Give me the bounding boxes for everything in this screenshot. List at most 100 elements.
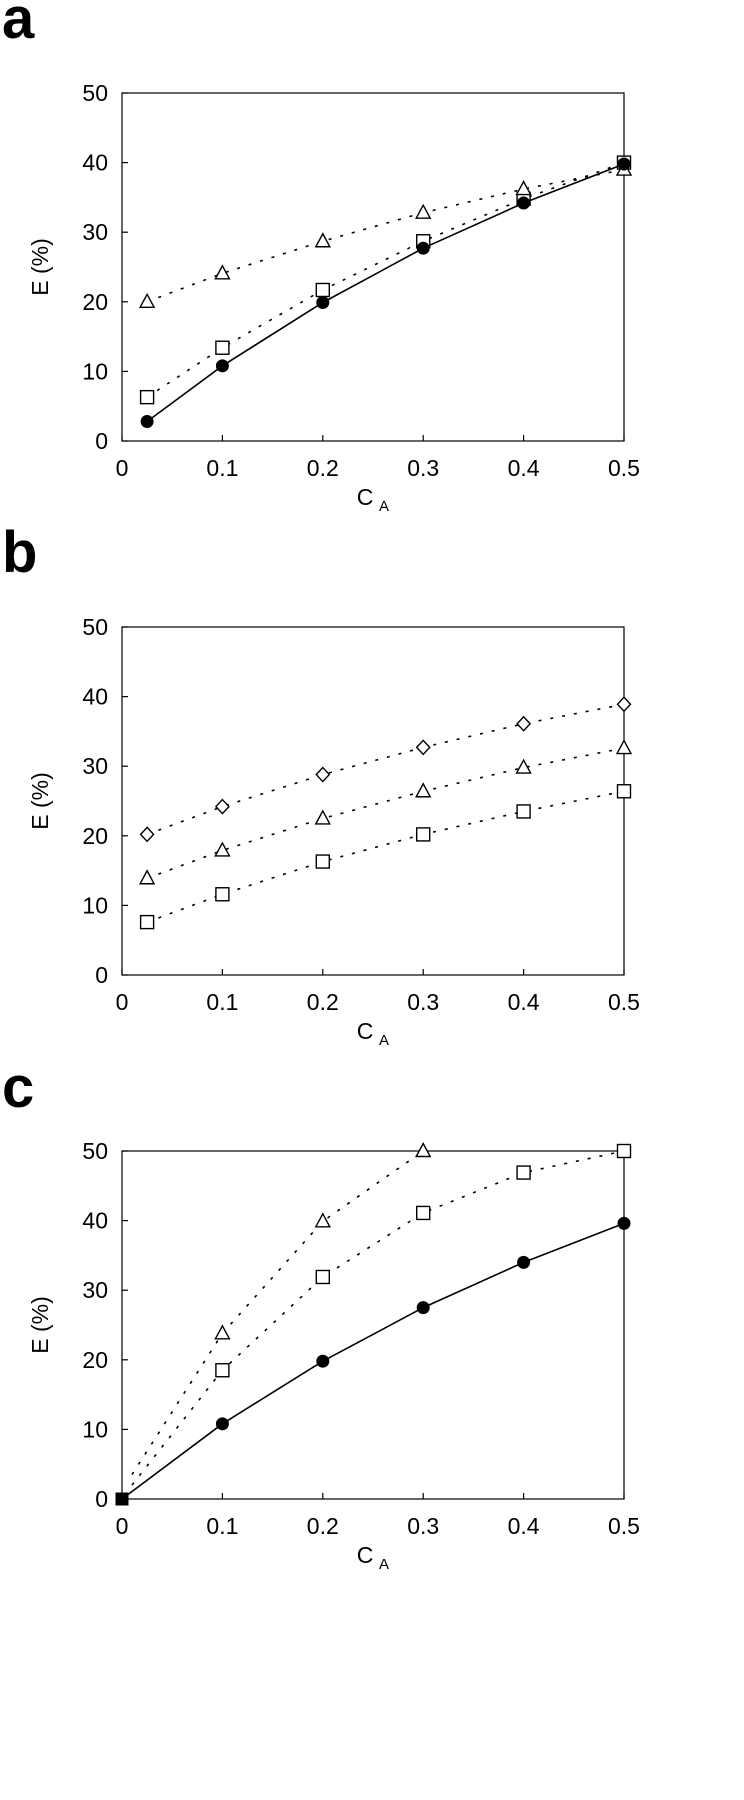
x-tick-label: 0.5 (608, 455, 640, 481)
data-point-open-square (315, 854, 330, 869)
x-axis-label-subscript: A (379, 1032, 389, 1049)
series-line-open-square (146, 790, 625, 923)
series-line-filled-circle (146, 163, 625, 423)
y-tick-label: 10 (82, 892, 108, 918)
x-tick-label: 0.2 (307, 1513, 339, 1539)
data-point-open-triangle (138, 292, 156, 308)
data-point-open-triangle (214, 264, 231, 280)
y-tick-label: 10 (82, 358, 108, 384)
data-point-open-triangle (314, 809, 331, 825)
data-point-open-triangle (214, 841, 231, 857)
x-tick-label: 0.1 (206, 1513, 238, 1539)
y-tick-label: 30 (82, 1277, 108, 1303)
y-axis-label: E (%) (27, 1296, 53, 1354)
x-tick-label: 0.4 (508, 1513, 540, 1539)
data-point-open-square (416, 827, 431, 842)
y-tick-label: 10 (82, 1416, 108, 1442)
x-tick-label: 0.2 (307, 989, 339, 1015)
data-point-filled-circle (215, 359, 229, 373)
y-tick-label: 30 (82, 753, 108, 779)
data-point-open-triangle (515, 180, 532, 196)
panel-c: c 0 10 20 30 40 50 0 0.1 0.2 0.3 0.4 0.5 C A E (%) (2, 1055, 640, 1573)
y-tick-label: 50 (82, 614, 108, 640)
y-tick-label: 20 (82, 289, 108, 315)
plot-frame (121, 92, 625, 442)
y-tick-label: 50 (82, 80, 108, 106)
x-tick-label: 0.4 (508, 455, 540, 481)
x-axis-label: C (357, 1542, 374, 1568)
data-point-open-square (616, 784, 632, 799)
y-axis-label: E (%) (27, 772, 53, 830)
data-point-open-diamond (415, 739, 431, 756)
series-line-open-diamond (146, 703, 625, 836)
series-line-open-triangle (146, 168, 625, 303)
data-point-open-square (215, 887, 230, 902)
data-point-open-square (215, 340, 230, 355)
y-tick-label: 20 (82, 823, 108, 849)
data-point-open-triangle (415, 782, 432, 798)
x-tick-label: 0.1 (206, 455, 238, 481)
plot-frame (121, 626, 625, 976)
x-tick-label: 0.3 (407, 1513, 439, 1539)
data-point-open-square (215, 1363, 230, 1378)
panel-letter: c (2, 1055, 34, 1120)
y-tick-label: 40 (82, 150, 108, 176)
series-line-open-square (146, 161, 625, 398)
data-point-open-square (139, 389, 155, 405)
data-point-filled-circle (416, 241, 430, 255)
x-tick-label: 0.4 (508, 989, 540, 1015)
x-tick-label: 0 (116, 989, 129, 1015)
data-point-open-triangle (138, 869, 156, 885)
data-point-open-triangle (615, 739, 633, 755)
data-point-open-diamond (139, 826, 155, 843)
data-point-filled-circle (517, 196, 531, 210)
data-point-open-triangle (415, 203, 432, 219)
data-point-filled-circle (617, 157, 631, 171)
x-axis-label-subscript: A (379, 498, 389, 515)
series-line-open-square (131, 1150, 625, 1486)
x-tick-label: 0.2 (307, 455, 339, 481)
y-tick-label: 20 (82, 1347, 108, 1373)
data-point-filled-circle (215, 1417, 229, 1431)
data-point-filled-circle (316, 1354, 330, 1368)
y-tick-label: 0 (95, 1486, 108, 1512)
series-line-open-triangle (131, 1150, 424, 1476)
panel-letter: a (2, 0, 35, 51)
data-point-open-square (416, 1205, 431, 1221)
data-point-open-square (616, 1143, 632, 1159)
panel-letter: b (2, 520, 37, 585)
y-tick-label: 30 (82, 219, 108, 245)
data-point-open-triangle (314, 232, 331, 248)
data-point-open-square (315, 1269, 330, 1285)
data-point-open-triangle (515, 758, 532, 774)
series-line-filled-circle (121, 1222, 625, 1500)
y-axis-label: E (%) (27, 238, 53, 296)
y-tick-label: 40 (82, 684, 108, 710)
x-tick-label: 0.1 (206, 989, 238, 1015)
x-tick-label: 0.5 (608, 1513, 640, 1539)
data-point-open-triangle (314, 1212, 331, 1228)
data-point-open-square (315, 282, 330, 298)
data-point-filled-circle (517, 1255, 531, 1269)
data-point-open-square (516, 1165, 531, 1180)
x-tick-label: 0.3 (407, 989, 439, 1015)
x-axis-label-subscript: A (379, 1556, 389, 1573)
data-point-open-diamond (516, 715, 532, 732)
data-point-filled-square (115, 1492, 129, 1506)
data-point-open-square (516, 804, 531, 819)
data-point-filled-circle (416, 1301, 430, 1315)
data-point-open-square (139, 914, 155, 930)
series-line-open-triangle (146, 747, 625, 880)
y-tick-label: 50 (82, 1138, 108, 1164)
x-tick-label: 0.5 (608, 989, 640, 1015)
x-axis-label: C (357, 484, 374, 510)
data-point-open-diamond (616, 696, 632, 713)
plot-frame (121, 1150, 625, 1500)
y-tick-label: 0 (95, 428, 108, 454)
panel-b: b 0 10 20 30 40 50 0 0.1 0.2 0.3 0.4 0.5 C A E (%) (2, 520, 640, 1049)
data-point-open-triangle (214, 1324, 231, 1340)
data-point-open-triangle (415, 1142, 432, 1158)
y-tick-label: 40 (82, 1208, 108, 1234)
data-point-filled-circle (316, 295, 330, 309)
